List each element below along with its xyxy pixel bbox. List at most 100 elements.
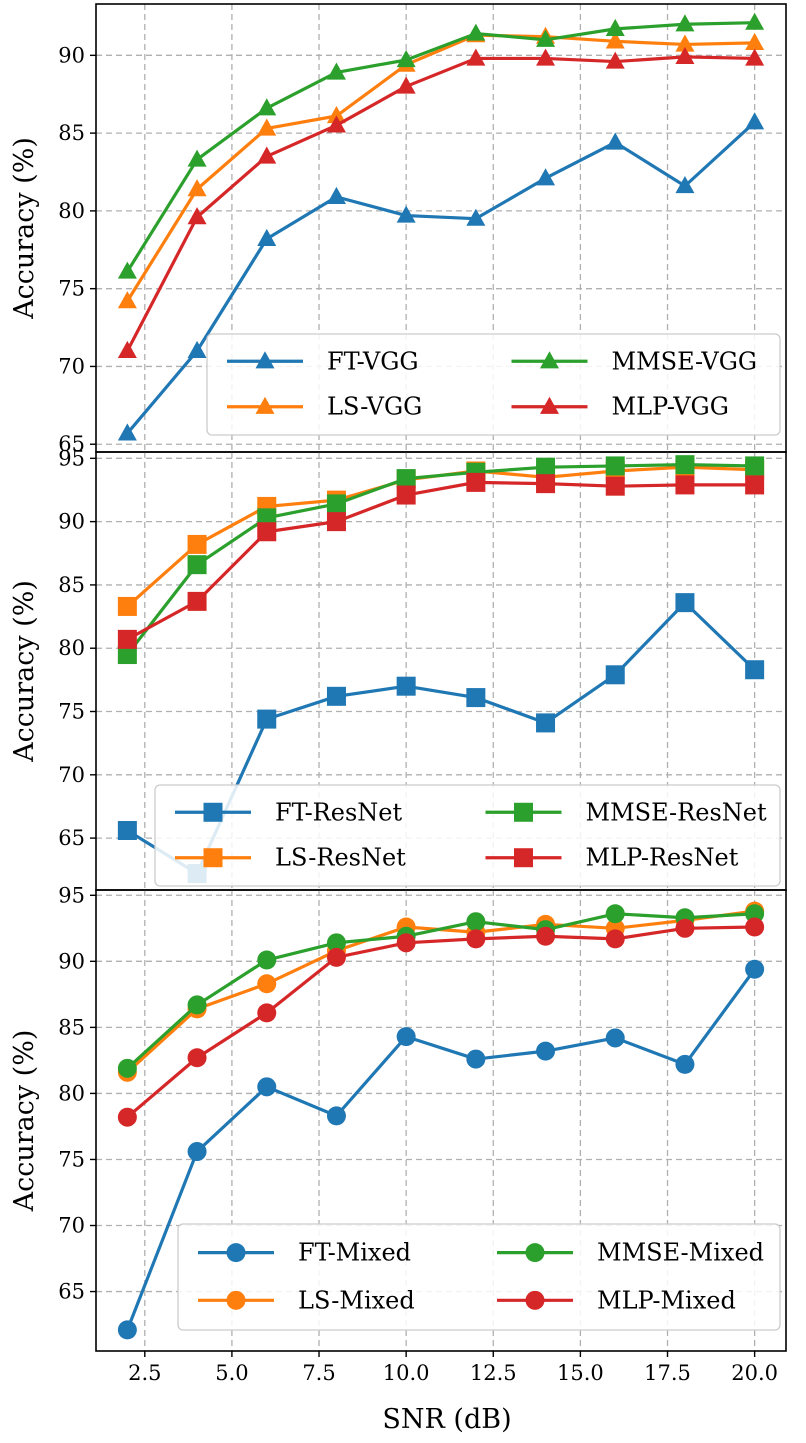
legend-marker [226,1243,246,1263]
legend-box [177,1223,781,1331]
data-point-mlp-resnet [257,522,277,542]
data-point-mlp-resnet [396,485,416,505]
legend-marker [525,1243,545,1263]
legend-item-mlp-mixed: MLP-Mixed [497,1286,736,1314]
legend-label: FT-VGG [327,347,419,375]
x-tick-label: 12.5 [470,1361,517,1385]
y-axis-label: Accuracy (%) [9,580,40,763]
data-point-mmse-resnet [745,456,765,476]
y-tick-label: 95 [58,883,85,907]
legend-marker [540,396,559,414]
data-point-ls-resnet [117,596,137,616]
x-tick-label: 20.0 [731,1361,778,1385]
legend-marker [255,396,275,414]
data-point-mlp-vgg [396,76,416,94]
legend-marker [203,802,223,822]
legend-label: MMSE-VGG [612,347,758,375]
legend-marker [514,848,533,868]
legend-box [206,333,781,436]
data-point-ft-resnet [605,665,625,685]
y-axis-label: Accuracy (%) [9,137,40,320]
data-point-ft-mixed [396,1027,416,1047]
legend-marker [203,848,223,868]
data-point-ft-mixed [466,1049,486,1069]
data-point-ft-mixed [187,1142,207,1162]
legend-item-ft-resnet: FT-ResNet [175,798,402,826]
data-point-ft-mixed [117,1320,137,1340]
data-point-mmse-mixed [326,933,346,953]
data-point-ft-resnet [536,713,556,733]
data-point-ft-resnet [117,821,137,841]
data-point-mlp-mixed [536,926,556,946]
data-point-mmse-resnet [396,469,416,489]
data-point-mlp-resnet [187,591,207,611]
legend-item-mmse-vgg: MMSE-VGG [511,347,758,375]
data-point-mmse-mixed [605,904,625,924]
data-point-mlp-mixed [326,947,346,967]
series-line-mmse-resnet [126,463,755,656]
y-tick-label: 85 [58,573,85,597]
x-tick-label: 2.5 [128,1361,161,1385]
x-axis-label: SNR (dB) [382,1404,511,1435]
data-point-mlp-vgg [187,207,207,225]
data-point-mmse-mixed [745,904,765,924]
series-line-mmse-vgg [126,21,755,273]
legend-label: MLP-Mixed [597,1286,736,1314]
legend-label: LS-ResNet [275,844,406,872]
legend-item-ft-mixed: FT-Mixed [198,1239,411,1267]
y-tick-label: 75 [58,277,85,301]
data-point-mlp-vgg [326,115,346,133]
panel-resnet: 65 70 75 80 85 90 95 Accuracy (%) FT-ResNet MMSE-… [9,446,787,891]
legend-item-ls-mixed: LS-Mixed [198,1286,415,1314]
data-point-mmse-resnet [117,645,137,665]
data-point-ft-vgg [536,168,556,186]
series-line-ls-vgg [126,33,755,302]
data-point-mmse-vgg [605,18,625,37]
data-point-ft-mixed [745,959,765,979]
y-tick-label: 70 [58,1214,85,1238]
data-point-mmse-vgg [466,23,486,41]
legend-item-mlp-vgg: MLP-VGG [511,393,729,421]
y-tick-label: 90 [58,510,85,534]
series-group [117,12,765,441]
data-point-ls-resnet [187,534,207,554]
y-tick-label: 65 [58,432,85,456]
legend-marker [226,1290,246,1310]
y-tick-label: 65 [58,826,85,850]
data-point-mlp-mixed [117,1107,137,1127]
data-point-mlp-vgg [257,146,277,164]
data-point-mmse-resnet [605,456,625,476]
y-tick-label: 65 [58,1280,85,1304]
data-point-ft-vgg [396,205,416,223]
legend: FT-VGG MMSE-VGG LS-VGG MLP-VGG [206,333,781,436]
data-point-ls-vgg [257,118,277,136]
series-line-ft-mixed [125,968,756,1331]
legend: FT-ResNet MMSE-ResNet LS-ResNet MLP-ResNet [154,784,781,887]
y-tick-label: 85 [58,121,85,145]
y-tick-label: 70 [58,763,85,787]
data-point-mlp-mixed [745,917,765,937]
legend: FT-Mixed MMSE-Mixed LS-Mixed MLP-Mixed [177,1223,781,1331]
data-point-ft-vgg [257,228,277,247]
data-point-mmse-vgg [536,29,556,47]
series-line-mlp-mixed [126,925,755,1119]
data-point-ft-mixed [536,1041,556,1061]
data-point-mmse-vgg [326,62,346,80]
y-tick-label: 80 [58,636,85,660]
data-point-ft-resnet [326,686,346,706]
legend-item-mmse-resnet: MMSE-ResNet [485,798,767,826]
series-line-mmse-mixed [126,912,755,1070]
data-point-mlp-vgg [675,46,695,65]
data-point-mmse-resnet [187,555,207,575]
legend-label: FT-ResNet [275,798,402,826]
data-point-ls-vgg [117,291,137,309]
data-point-mlp-mixed [396,933,416,953]
legend-marker [514,802,533,822]
data-point-ft-mixed [257,1077,277,1097]
x-tick-label: 7.5 [302,1361,335,1385]
legend-label: LS-VGG [327,393,422,421]
data-point-mmse-mixed [117,1058,137,1078]
y-tick-label: 90 [58,43,85,67]
data-point-ft-mixed [326,1106,346,1126]
data-point-ft-vgg [605,132,625,150]
